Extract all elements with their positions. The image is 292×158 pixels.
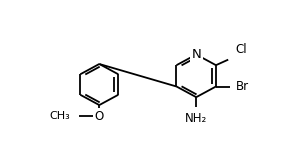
Text: Cl: Cl	[235, 43, 246, 56]
Text: CH₃: CH₃	[49, 111, 70, 121]
Text: O: O	[95, 110, 104, 123]
Text: Br: Br	[236, 80, 248, 93]
Text: N: N	[191, 48, 201, 61]
Text: NH₂: NH₂	[185, 112, 207, 125]
